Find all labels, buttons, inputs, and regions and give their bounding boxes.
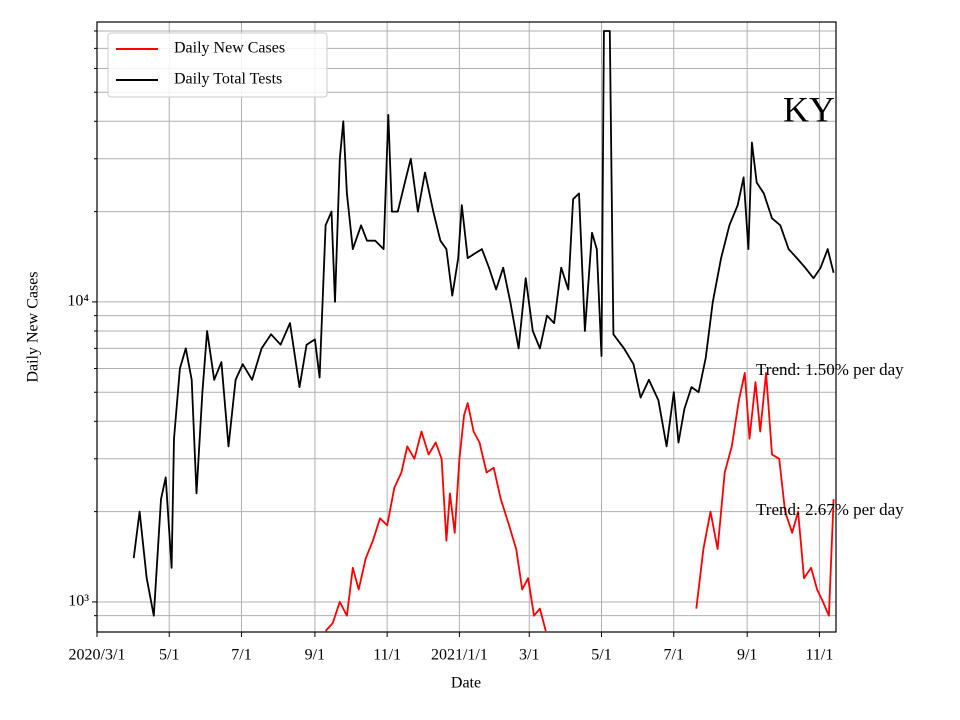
x-tick-label: 5/1 [591, 647, 611, 664]
annotations: KY Trend: 1.50% per day Trend: 2.67% per d… [756, 89, 904, 519]
x-tick-label: 3/1 [519, 647, 539, 664]
annotation: KY [783, 89, 835, 129]
y-tick-label: 10³ [68, 593, 89, 610]
x-tick-label: 11/1 [373, 647, 401, 664]
y-axis-label: Daily New Cases [25, 271, 42, 382]
plot-frame [96, 21, 837, 633]
series-line [324, 372, 835, 632]
series-line [132, 30, 835, 617]
legend: Daily New Cases Daily Total Tests [107, 32, 328, 98]
x-tick-label: 11/1 [805, 647, 833, 664]
x-tick-label: 7/1 [231, 647, 251, 664]
legend-label: Daily New Cases [174, 40, 285, 57]
x-tick-label: 7/1 [664, 647, 684, 664]
annotation: Trend: 2.67% per day [756, 500, 904, 519]
y-tick-label: 10⁴ [67, 293, 89, 310]
annotation: Trend: 1.50% per day [756, 360, 904, 379]
x-tick-label: 9/1 [737, 647, 757, 664]
legend-box [107, 32, 328, 98]
x-axis-label: Date [451, 675, 481, 692]
plot-lines [132, 30, 835, 632]
x-tick-label: 2021/1/1 [431, 647, 488, 664]
x-tick-label: 9/1 [305, 647, 325, 664]
grid [96, 22, 836, 632]
x-tick-label: 5/1 [159, 647, 179, 664]
legend-label: Daily Total Tests [174, 71, 282, 88]
x-tick-label: 2020/3/1 [69, 647, 126, 664]
